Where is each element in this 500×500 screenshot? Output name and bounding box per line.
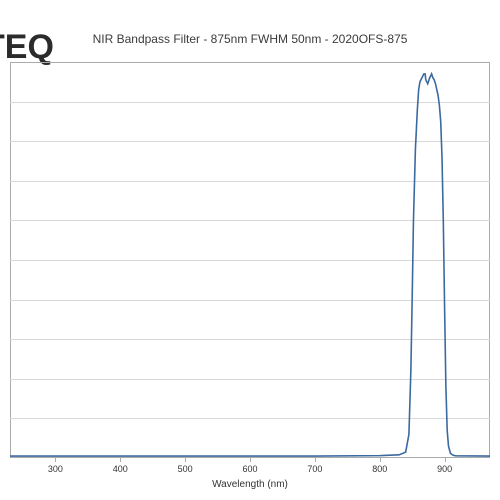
x-tick bbox=[380, 458, 381, 462]
chart-container: TEQ NIR Bandpass Filter - 875nm FWHM 50n… bbox=[0, 0, 500, 500]
chart-title: NIR Bandpass Filter - 875nm FWHM 50nm - … bbox=[0, 32, 500, 46]
x-tick-label: 400 bbox=[113, 464, 128, 474]
x-tick bbox=[120, 458, 121, 462]
x-tick bbox=[445, 458, 446, 462]
x-tick bbox=[250, 458, 251, 462]
x-tick bbox=[55, 458, 56, 462]
transmission-line bbox=[10, 62, 490, 458]
x-tick-label: 300 bbox=[48, 464, 63, 474]
x-tick-label: 600 bbox=[242, 464, 257, 474]
plot-area bbox=[10, 62, 490, 458]
x-tick-label: 900 bbox=[437, 464, 452, 474]
x-tick-label: 500 bbox=[178, 464, 193, 474]
x-tick-label: 700 bbox=[307, 464, 322, 474]
x-tick bbox=[185, 458, 186, 462]
x-tick-label: 800 bbox=[372, 464, 387, 474]
x-axis-label: Wavelength (nm) bbox=[0, 479, 500, 490]
x-tick bbox=[315, 458, 316, 462]
